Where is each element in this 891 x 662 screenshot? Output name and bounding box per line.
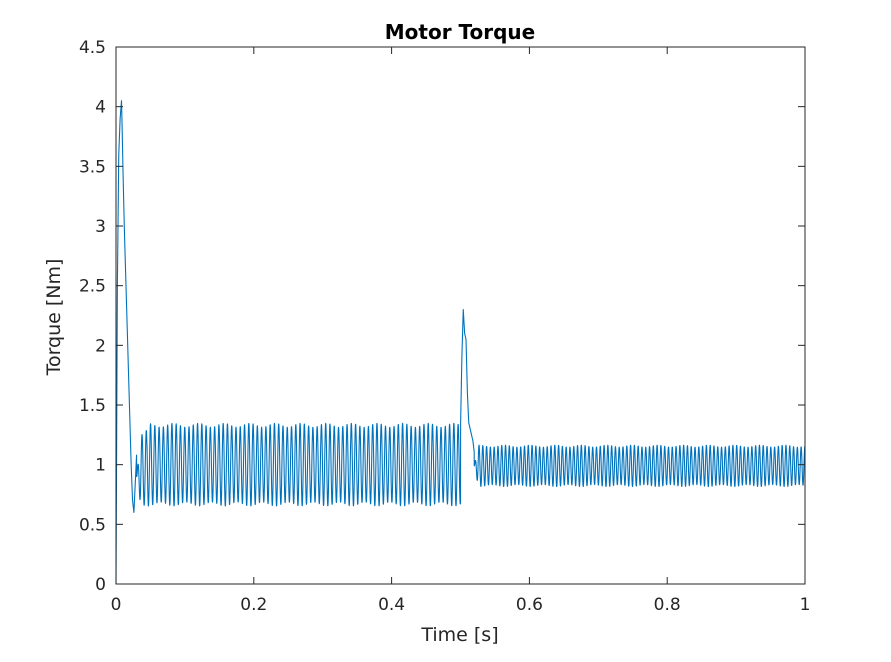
y-axis-ticks: 0 0.5 1 1.5 2 2.5 3 3.5 4 4.5 [79,38,805,595]
y-axis-label: Torque [Nm] [43,259,65,377]
x-tick-label: 1 [800,595,811,615]
x-tick-label: 0.6 [516,595,543,615]
torque-series-line [115,100,806,585]
y-tick-label: 3.5 [79,157,106,177]
y-tick-label: 0 [95,575,106,595]
x-axis-label: Time [s] [420,624,498,646]
x-tick-label: 0.4 [378,595,405,615]
y-tick-label: 2 [95,336,106,356]
y-tick-label: 1.5 [79,396,106,416]
axes-box [115,46,806,585]
y-tick-label: 2.5 [79,277,106,297]
y-tick-label: 4.5 [79,38,106,58]
x-axis-ticks: 0 0.2 0.4 0.6 0.8 1 [111,47,811,615]
axes [115,46,806,585]
y-tick-label: 4 [95,98,106,118]
y-tick-label: 1 [95,456,106,476]
x-tick-label: 0 [111,595,122,615]
y-tick-label: 0.5 [79,515,106,535]
plot-area [115,100,806,585]
y-tick-label: 3 [95,217,106,237]
chart-title: Motor Torque [385,20,535,44]
x-tick-label: 0.8 [654,595,681,615]
x-tick-label: 0.2 [240,595,267,615]
